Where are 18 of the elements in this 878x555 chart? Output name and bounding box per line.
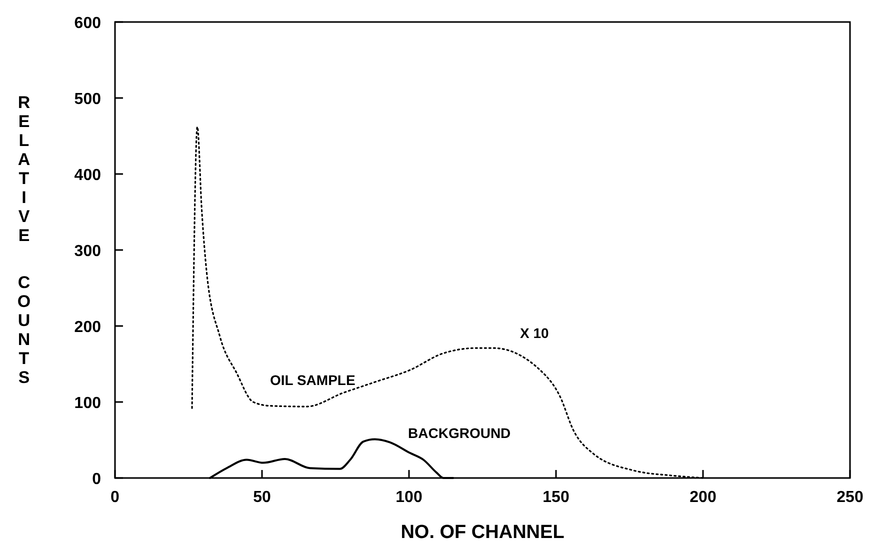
x-tick-label: 0 bbox=[110, 489, 120, 506]
series-label: BACKGROUND bbox=[408, 425, 511, 441]
y-tick-label: 600 bbox=[74, 15, 102, 32]
series-label: OIL SAMPLE bbox=[270, 372, 356, 388]
x-tick-label: 50 bbox=[253, 489, 271, 506]
x-tick-label: 200 bbox=[690, 489, 716, 506]
annotation: X 10 bbox=[520, 325, 550, 341]
x-tick-label: 100 bbox=[396, 489, 422, 506]
y-tick-label: 100 bbox=[74, 395, 102, 412]
y-tick-label: 0 bbox=[92, 471, 102, 488]
x-axis-title: NO. OF CHANNEL bbox=[400, 522, 565, 543]
x-tick-label: 250 bbox=[836, 489, 864, 506]
text: RELATIVE COUNTS bbox=[17, 93, 31, 387]
y-tick-label: 300 bbox=[74, 243, 102, 260]
y-tick-label: 200 bbox=[74, 319, 102, 336]
y-tick-label: 500 bbox=[74, 91, 102, 108]
y-tick-label: 400 bbox=[74, 167, 102, 184]
x-tick-label: 150 bbox=[542, 489, 570, 506]
